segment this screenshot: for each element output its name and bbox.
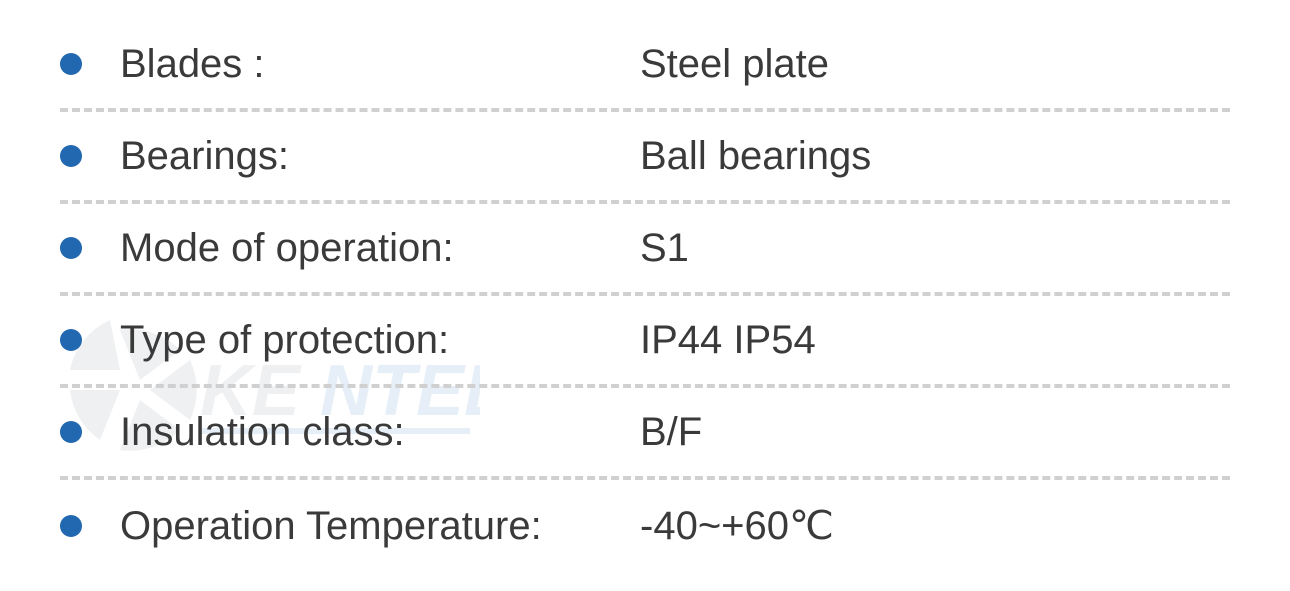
spec-value: B/F (640, 410, 702, 455)
spec-value: -40~+60℃ (640, 503, 834, 549)
spec-row: Mode of operation: S1 (60, 204, 1230, 296)
spec-value: Steel plate (640, 42, 829, 87)
spec-list: Blades : Steel plate Bearings: Ball bear… (60, 20, 1230, 572)
spec-row: Bearings: Ball bearings (60, 112, 1230, 204)
bullet-icon (60, 421, 82, 443)
bullet-icon (60, 53, 82, 75)
spec-value: S1 (640, 226, 689, 271)
spec-row: Blades : Steel plate (60, 20, 1230, 112)
spec-value: Ball bearings (640, 134, 871, 179)
spec-label: Operation Temperature: (120, 504, 640, 549)
bullet-icon (60, 145, 82, 167)
spec-label: Blades : (120, 42, 640, 87)
spec-label: Type of protection: (120, 318, 640, 363)
bullet-icon (60, 329, 82, 351)
spec-label: Mode of operation: (120, 226, 640, 271)
spec-row: Operation Temperature: -40~+60℃ (60, 480, 1230, 572)
bullet-icon (60, 237, 82, 259)
spec-row: Insulation class: B/F (60, 388, 1230, 480)
bullet-icon (60, 515, 82, 537)
spec-label: Insulation class: (120, 410, 640, 455)
spec-row: Type of protection: IP44 IP54 (60, 296, 1230, 388)
spec-label: Bearings: (120, 134, 640, 179)
spec-value: IP44 IP54 (640, 318, 816, 363)
